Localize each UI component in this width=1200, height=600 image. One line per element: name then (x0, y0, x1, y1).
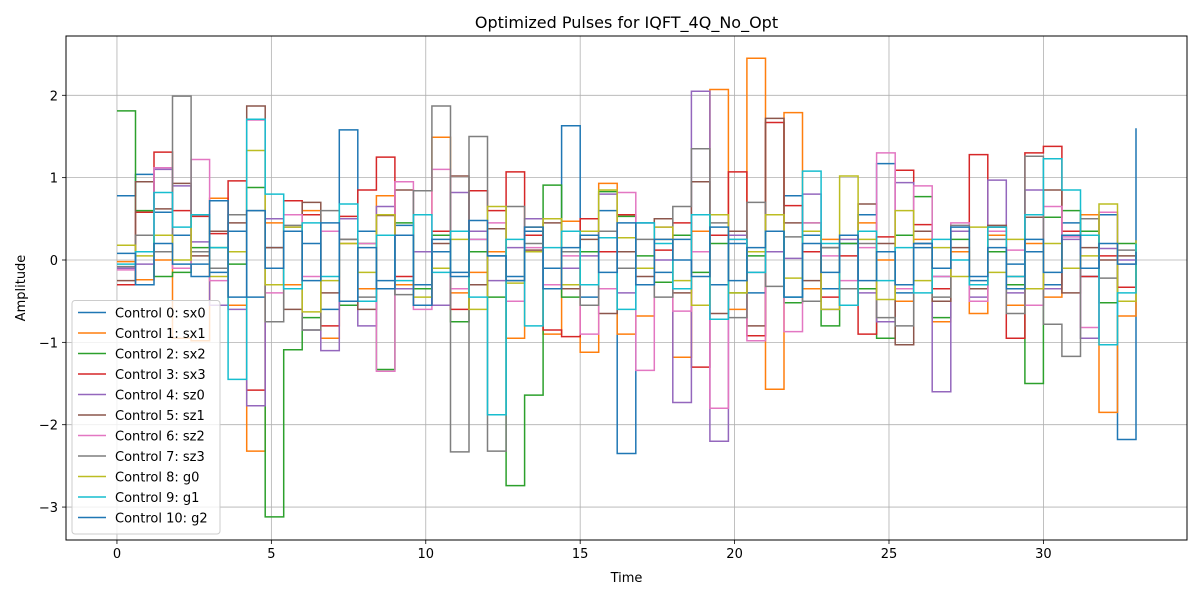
x-tick-label: 0 (113, 547, 121, 562)
legend: Control 0: sx0 Control 1: sx1 Control 2: s… (71, 300, 221, 535)
legend-box (71, 300, 221, 535)
x-tick-label: 20 (726, 547, 743, 562)
y-tick-label: 2 (50, 89, 58, 104)
legend-label-9: Control 9: g1 (115, 491, 199, 506)
y-tick-label: −2 (39, 419, 58, 434)
legend-label-3: Control 3: sx3 (115, 368, 206, 383)
legend-label-10: Control 10: g2 (115, 512, 208, 527)
x-tick-label: 25 (881, 547, 898, 562)
y-axis-label: Amplitude (14, 255, 29, 322)
grid-lines (66, 36, 1187, 540)
plot-frame (65, 35, 1188, 541)
x-tick-label: 5 (267, 547, 275, 562)
chart-title: Optimized Pulses for IQFT_4Q_No_Opt (475, 13, 778, 33)
legend-label-0: Control 0: sx0 (115, 307, 206, 322)
legend-label-8: Control 8: g0 (115, 471, 199, 486)
legend-label-6: Control 6: sz2 (115, 430, 205, 445)
x-tick-label: 30 (1035, 547, 1052, 562)
axis-ticks: 0 5 10 15 20 25 30 −3 −2 −1 0 1 2 (39, 89, 1052, 562)
legend-label-2: Control 2: sx2 (115, 348, 206, 363)
legend-label-7: Control 7: sz3 (115, 450, 205, 465)
x-axis-label: Time (610, 571, 643, 586)
y-tick-label: 0 (50, 254, 58, 269)
series-line-10 (117, 199, 1137, 307)
legend-label-4: Control 4: sz0 (115, 389, 205, 404)
legend-label-1: Control 1: sx1 (115, 327, 206, 342)
x-tick-label: 10 (417, 547, 434, 562)
y-tick-label: −3 (39, 501, 58, 516)
y-tick-label: 1 (50, 172, 58, 187)
x-tick-label: 15 (572, 547, 589, 562)
legend-label-5: Control 5: sz1 (115, 409, 205, 424)
y-tick-label: −1 (39, 336, 58, 351)
series-lines (117, 57, 1137, 518)
